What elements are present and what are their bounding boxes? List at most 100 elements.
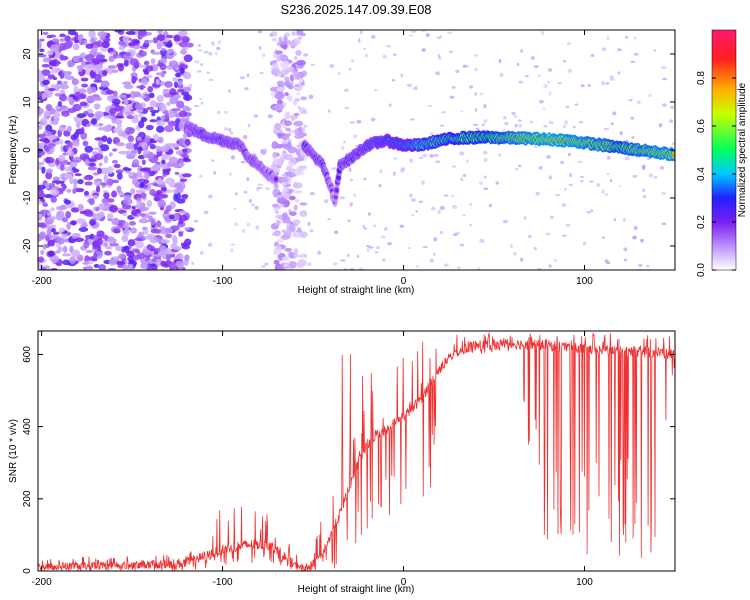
spectrogram-noise-cell [168,60,179,68]
spectrogram-noise-cell [609,179,613,182]
spectrogram-noise-cell [271,232,281,237]
spectrogram-noise-cell [102,125,112,132]
spectrogram-noise-cell [290,158,295,163]
spectrogram-noise-cell [132,40,140,44]
spectrogram-noise-cell [297,36,303,40]
spectrogram-noise-cell [161,186,167,192]
spectrogram-noise-cell [38,231,46,240]
spectrogram-noise-cell [443,263,449,268]
spectrogram-noise-cell [228,89,231,93]
spectrogram-noise-cell [98,123,104,127]
spectrogram-noise-cell [87,113,95,118]
spectrogram-noise-cell [272,160,277,168]
spectrogram-noise-cell [333,230,339,235]
spectrogram-noise-cell [421,48,426,52]
spectrogram-noise-cell [262,53,266,58]
spectrogram-noise-cell [363,47,367,50]
spectrogram-noise-cell [151,112,156,117]
spectrogram-noise-cell [96,167,103,175]
spectrogram-noise-cell [370,34,376,39]
spectrogram-noise-cell [307,221,311,226]
spectrogram-noise-cell [304,125,308,128]
spectrogram-noise-cell [283,263,288,268]
spectrogram-noise-cell [296,144,301,148]
spectrogram-noise-cell [260,149,263,154]
spectrogram-noise-cell [216,110,221,115]
spectrogram-noise-cell [122,264,128,270]
spectrogram-noise-cell [38,192,46,198]
spectrogram-noise-cell [283,153,293,161]
spectrogram-noise-cell [42,203,49,207]
spectrogram-noise-cell [538,166,543,170]
spectrogram-noise-cell [406,83,413,87]
spectrogram-noise-cell [93,153,104,160]
spectrogram-noise-cell [383,226,388,231]
spectrogram-noise-cell [269,32,273,38]
spectrogram-noise-cell [88,30,96,38]
spectrogram-noise-cell [545,232,551,236]
spectrogram-noise-cell [297,106,301,110]
spectrogram-noise-cell [152,133,159,141]
spectrogram-noise-cell [147,85,154,93]
spectrogram-noise-cell [281,230,286,233]
spectrogram-noise-cell [293,120,304,127]
spectrogram-noise-cell [136,212,144,216]
spectrogram-noise-cell [582,241,587,246]
spectrogram-noise-cell [279,60,290,69]
spectrogram-noise-cell [518,80,524,84]
spectrogram-noise-cell [65,210,72,219]
spectrogram-noise-cell [115,115,125,119]
spectrogram-noise-cell [84,158,90,166]
spectrogram-noise-cell [216,46,221,51]
spectrogram-noise-cell [141,249,152,256]
spectrogram-noise-cell [117,253,127,260]
spectrogram-noise-cell [605,82,610,85]
spectrogram-noise-cell [431,206,436,211]
spectrogram-noise-cell [75,120,81,129]
spectrogram-noise-cell [230,248,234,253]
spectrogram-noise-cell [92,147,102,151]
spectrogram-noise-cell [479,238,485,243]
spectrogram-noise-cell [85,209,94,217]
spectrogram-noise-cell [275,223,281,226]
spectrogram-noise-cell [661,103,667,107]
spectrogram-noise-cell [149,119,157,123]
spectrogram-noise-cell [528,234,532,239]
spectrogram-noise-cell [331,167,336,171]
spectrogram-noise-cell [243,190,248,194]
spectrogram-noise-cell [143,172,150,180]
spectrogram-noise-cell [123,84,134,90]
spectrogram-noise-cell [103,192,110,199]
spectrogram-noise-cell [65,151,72,156]
spectrogram-noise-cell [568,172,573,178]
spectrogram-noise-cell [421,153,428,158]
spectrogram-noise-cell [88,198,95,206]
spectrogram-noise-cell [103,174,109,183]
spectrogram-noise-cell [48,182,56,188]
spectrogram-noise-cell [296,147,301,151]
spectrogram-noise-cell [286,227,292,235]
spectrogram-noise-cell [180,49,187,55]
spectrogram-noise-cell [317,250,322,255]
spectrogram-noise-cell [258,46,262,51]
spectrogram-noise-cell [157,199,167,208]
spectrogram-noise-cell [55,105,61,110]
spectrogram-noise-cell [106,178,114,186]
spectrogram-noise-cell [133,237,143,242]
spectrogram-noise-cell [457,266,461,270]
spectrogram-noise-cell [173,188,179,195]
spectrogram-noise-cell [272,152,278,159]
spectrogram-noise-cell [421,180,425,185]
spectrogram-noise-cell [160,73,165,78]
spectrogram-noise-cell [84,64,95,70]
spectrogram-noise-cell [553,259,558,262]
spectrogram-noise-cell [86,86,94,95]
spectrogram-noise-cell [259,72,264,75]
spectrogram-noise-cell [49,135,58,140]
spectrogram-noise-cell [129,220,136,226]
spectrogram-noise-cell [612,111,617,116]
spectrogram-noise-cell [153,196,160,202]
spectrogram-noise-cell [631,135,635,140]
spectrogram-noise-cell [281,57,286,62]
spectrogram-noise-cell [565,105,570,109]
